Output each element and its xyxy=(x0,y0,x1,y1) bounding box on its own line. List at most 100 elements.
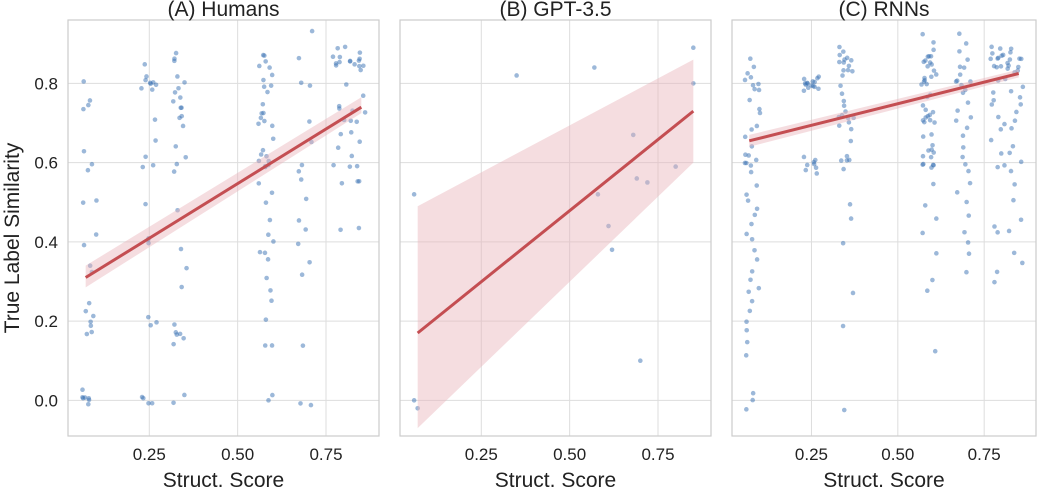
regression-line xyxy=(84,105,363,279)
data-point xyxy=(80,387,85,393)
data-point xyxy=(673,164,678,169)
data-point xyxy=(934,216,939,221)
data-point xyxy=(998,151,1004,156)
data-point xyxy=(841,98,847,104)
data-point xyxy=(178,246,184,252)
data-point xyxy=(691,81,696,86)
data-point xyxy=(929,62,934,67)
data-point xyxy=(922,203,928,208)
data-point xyxy=(839,91,845,96)
data-point xyxy=(927,112,933,118)
data-point xyxy=(955,108,960,113)
data-point xyxy=(752,247,757,253)
data-point xyxy=(847,202,853,207)
data-point xyxy=(989,44,994,50)
data-point xyxy=(260,147,266,153)
x-tick-label: 0.25 xyxy=(465,445,498,464)
data-point xyxy=(1002,163,1007,168)
data-point xyxy=(1020,84,1026,90)
data-point xyxy=(82,395,88,400)
data-point xyxy=(179,105,184,111)
data-point xyxy=(847,157,852,163)
data-point xyxy=(173,50,179,56)
data-point xyxy=(303,196,309,202)
data-point xyxy=(269,72,275,78)
y-tick-label: 0.6 xyxy=(34,154,58,173)
data-point xyxy=(176,85,181,91)
data-point xyxy=(998,64,1004,69)
data-point xyxy=(178,95,183,100)
x-tick-label: 0.50 xyxy=(881,445,914,464)
data-point xyxy=(154,320,159,325)
data-point xyxy=(348,130,354,135)
data-point xyxy=(691,45,696,51)
data-point xyxy=(182,392,187,398)
data-point xyxy=(996,114,1001,120)
data-point xyxy=(757,106,762,112)
data-point xyxy=(745,198,751,203)
data-point xyxy=(347,59,353,64)
data-point xyxy=(749,127,754,132)
data-point xyxy=(338,131,344,137)
data-point xyxy=(990,90,996,95)
data-point xyxy=(260,101,266,107)
data-point xyxy=(994,269,1000,275)
data-point xyxy=(172,56,177,62)
data-point xyxy=(141,395,146,401)
data-point xyxy=(748,277,753,283)
data-point xyxy=(966,251,972,257)
data-point xyxy=(183,154,189,160)
data-point xyxy=(177,331,183,337)
data-point xyxy=(362,110,368,115)
data-point xyxy=(139,86,144,91)
data-point xyxy=(173,330,179,335)
x-axis-label: Struct. Score xyxy=(823,469,944,491)
y-tick-label: 0.2 xyxy=(34,312,58,331)
data-point xyxy=(81,79,86,84)
data-point xyxy=(180,123,186,129)
data-point xyxy=(848,58,854,63)
data-point xyxy=(87,263,93,269)
x-axis-label: Struct. Score xyxy=(163,469,284,491)
data-point xyxy=(81,148,87,154)
data-point xyxy=(921,161,926,167)
data-point xyxy=(298,401,303,406)
data-point xyxy=(999,53,1004,59)
data-point xyxy=(803,82,809,87)
data-point xyxy=(360,93,366,99)
data-point xyxy=(749,144,755,149)
data-point xyxy=(841,49,846,54)
data-point xyxy=(748,56,753,61)
data-point xyxy=(744,192,749,197)
data-point xyxy=(930,277,935,283)
data-point xyxy=(964,199,969,205)
data-point xyxy=(175,207,180,213)
plot-frame xyxy=(731,19,1037,437)
data-point xyxy=(1016,64,1021,70)
data-point xyxy=(850,290,856,296)
data-point xyxy=(299,272,305,278)
data-point xyxy=(927,117,933,123)
data-point xyxy=(929,74,934,80)
plot-frame xyxy=(399,19,712,437)
data-point xyxy=(299,162,305,168)
data-point xyxy=(1002,121,1007,127)
data-point xyxy=(81,106,86,112)
data-point xyxy=(838,158,844,163)
data-point xyxy=(804,162,810,168)
data-point xyxy=(337,59,342,65)
data-point xyxy=(840,240,846,246)
data-point xyxy=(1018,217,1024,223)
data-point xyxy=(88,323,94,329)
data-point xyxy=(932,348,938,354)
data-point xyxy=(645,180,650,185)
data-point xyxy=(968,115,974,120)
x-tick-label: 0.75 xyxy=(309,445,342,464)
data-point xyxy=(748,169,754,175)
data-point xyxy=(813,165,819,171)
data-point xyxy=(967,180,973,186)
data-point xyxy=(752,212,758,218)
data-point xyxy=(960,145,966,150)
data-point xyxy=(816,74,822,79)
data-point xyxy=(258,152,264,157)
